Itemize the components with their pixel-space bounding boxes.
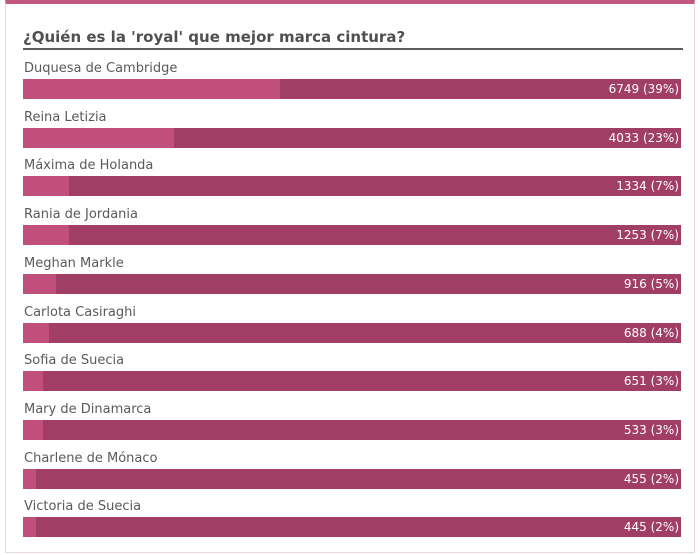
poll-option: Victoria de Suecia 445 (2%) (23, 498, 683, 546)
poll-option: Carlota Casiraghi 688 (4%) (23, 304, 683, 352)
option-label: Duquesa de Cambridge (24, 61, 178, 76)
bar-value-label: 1253 (7%) (616, 228, 679, 243)
bar-value-label: 1334 (7%) (616, 179, 679, 194)
bar-value-label: 916 (5%) (623, 276, 679, 291)
poll-title: ¿Quién es la 'royal' que mejor marca cin… (23, 24, 683, 50)
bar-track: 1253 (7%) (23, 225, 681, 246)
option-label: Rania de Jordania (24, 207, 138, 223)
poll-option: Duquesa de Cambridge 6749 (39%) (23, 60, 683, 108)
bar-fill (23, 176, 69, 197)
poll-option: Mary de Dinamarca 533 (3%) (23, 401, 683, 449)
bar-fill (23, 517, 36, 538)
bar-track: 4033 (23%) (23, 127, 681, 148)
bar-value-label: 445 (2%) (623, 520, 679, 535)
option-label: Carlota Casiraghi (24, 304, 136, 320)
bar-track: 916 (5%) (23, 273, 681, 294)
poll-option: Sofia de Suecia 651 (3%) (23, 352, 683, 400)
bar-track: 455 (2%) (23, 468, 681, 489)
bar-fill (23, 273, 56, 294)
bar-value-label: 533 (3%) (623, 422, 679, 437)
bar-track: 1334 (7%) (23, 176, 681, 197)
bar-track: 6749 (39%) (23, 79, 681, 99)
bar-track: 651 (3%) (23, 371, 681, 392)
bar-value-label: 6749 (39%) (608, 82, 679, 96)
option-label: Sofia de Suecia (24, 353, 125, 369)
bar-track: 688 (4%) (23, 322, 681, 343)
option-label: Reina Letizia (24, 109, 107, 125)
bar-fill (23, 419, 43, 440)
bar-fill (23, 127, 174, 148)
poll-option: Rania de Jordania 1253 (7%) (23, 206, 683, 254)
bar-track: 445 (2%) (23, 517, 681, 538)
bar-value-label: 651 (3%) (623, 374, 679, 389)
bar-value-label: 688 (4%) (623, 325, 679, 340)
bar-value-label: 4033 (23%) (608, 130, 679, 145)
bar-track: 533 (3%) (23, 419, 681, 440)
bar-fill (23, 79, 280, 99)
option-label: Máxima de Holanda (24, 158, 154, 174)
poll-option: Meghan Markle 916 (5%) (23, 255, 683, 303)
option-label: Charlene de Mónaco (24, 450, 158, 466)
poll-widget: ¿Quién es la 'royal' que mejor marca cin… (5, 0, 695, 553)
bar-fill (23, 468, 36, 489)
poll-option: Reina Letizia 4033 (23%) (23, 109, 683, 157)
bar-value-label: 455 (2%) (623, 471, 679, 486)
bar-fill (23, 322, 49, 343)
option-label: Mary de Dinamarca (24, 401, 152, 417)
poll-option: Charlene de Mónaco 455 (2%) (23, 450, 683, 498)
option-label: Victoria de Suecia (24, 499, 142, 515)
poll-option: Máxima de Holanda 1334 (7%) (23, 157, 683, 205)
option-label: Meghan Markle (24, 255, 124, 271)
bar-fill (23, 371, 43, 392)
bar-fill (23, 225, 69, 246)
